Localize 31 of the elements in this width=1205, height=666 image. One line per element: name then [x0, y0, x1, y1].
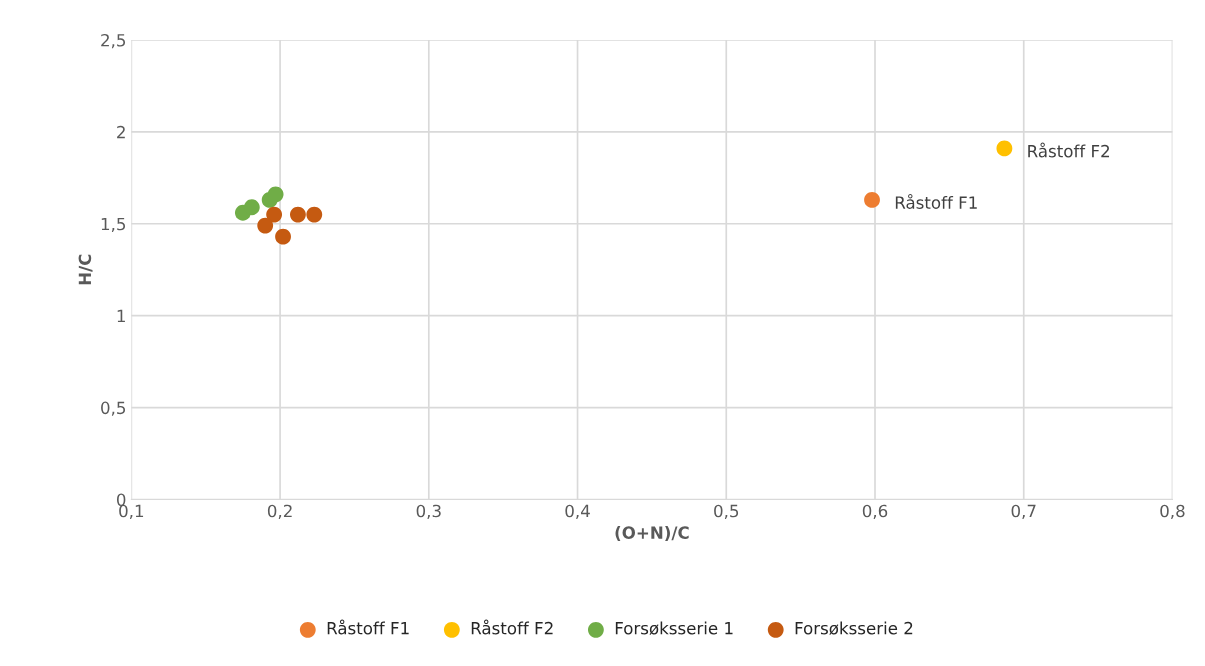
legend-label: Råstoff F2 [471, 619, 553, 635]
x-tick-label: 0,5 [714, 504, 739, 519]
x-tick-label: 0,4 [565, 504, 590, 519]
legend-label: Forsøksserie 2 [795, 621, 913, 635]
x-tick-label: 0,3 [416, 504, 441, 519]
x-tick-label: 0,7 [1011, 504, 1036, 519]
x-tick-label: 0,2 [267, 504, 292, 519]
point [306, 206, 323, 223]
point [275, 228, 291, 245]
annotation: Råstoff F2 [1028, 142, 1110, 158]
y-tick-label: 0,5 [101, 401, 126, 416]
y-tick-label: 1 [117, 309, 125, 323]
point [267, 186, 284, 203]
point [864, 191, 880, 208]
y-tick-label: 2 [117, 125, 125, 139]
annotation: Råstoff F1 [895, 194, 977, 209]
point [266, 206, 283, 223]
x-axis-title: (O+N)/C [615, 526, 689, 541]
x-tick-label: 0,6 [862, 504, 888, 519]
point [257, 217, 274, 234]
x-tick-label: 0,8 [1160, 504, 1185, 519]
y-tick-label: 2,5 [101, 33, 126, 49]
legend-label: Råstoff F1 [327, 619, 409, 635]
point [290, 206, 306, 223]
y-tick-label: 1,5 [101, 217, 126, 233]
x-tick-label: 0,1 [119, 504, 144, 519]
point [996, 140, 1013, 157]
y-tick-label: 0 [116, 493, 126, 507]
legend-label: Forsøksserie 1 [615, 621, 733, 635]
point [243, 199, 260, 216]
y-axis-title: H/C [78, 254, 93, 285]
